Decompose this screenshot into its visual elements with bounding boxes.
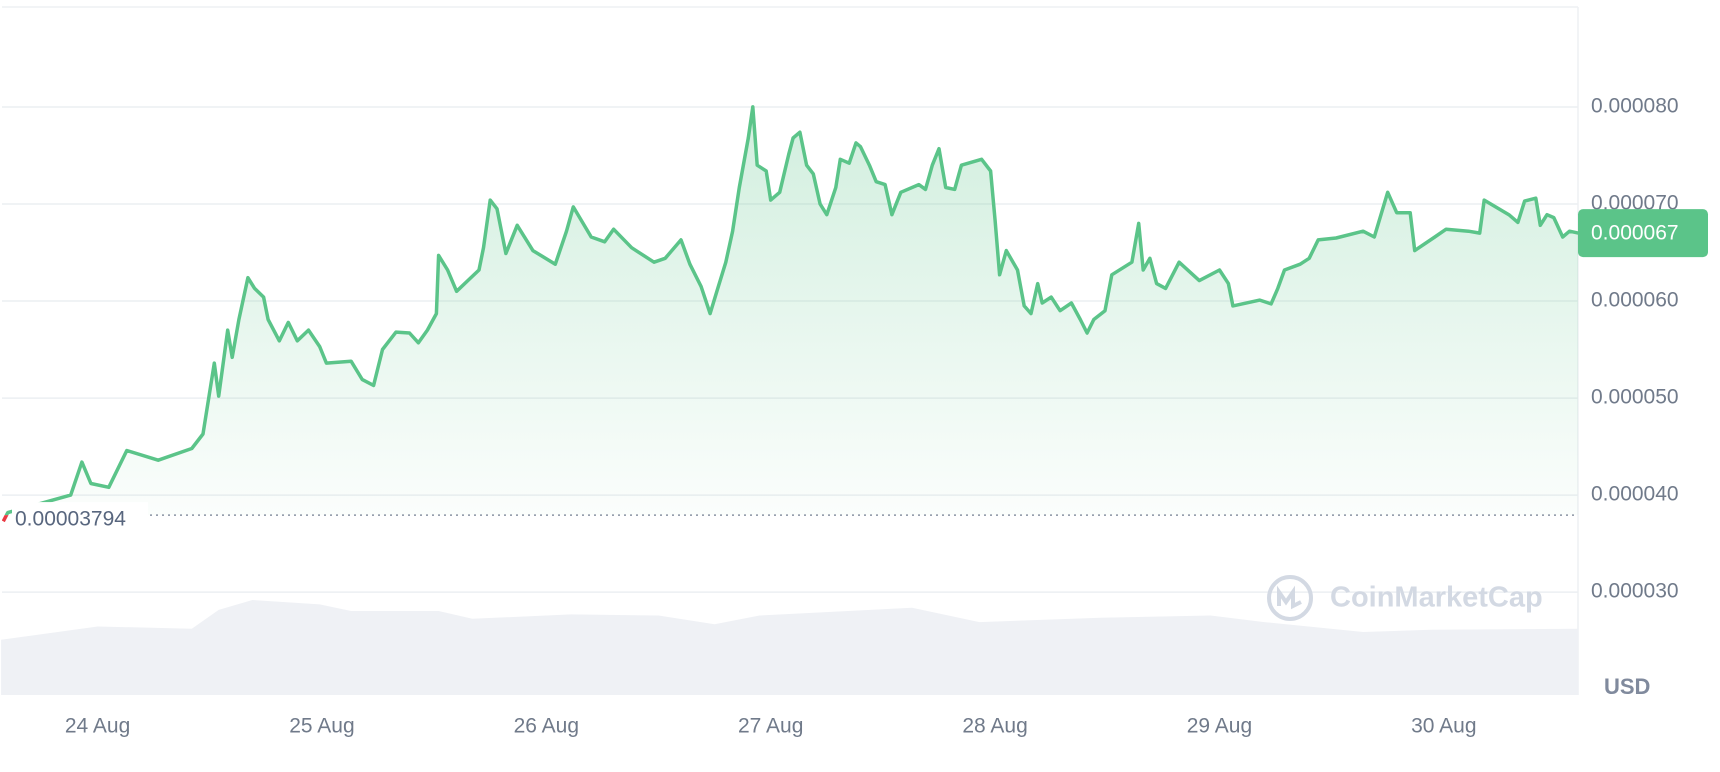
baseline-label-bg xyxy=(12,502,148,529)
y-tick-label: 0.000040 xyxy=(1591,483,1679,506)
watermark-logo xyxy=(1267,575,1313,621)
y-tick-label: 0.000050 xyxy=(1591,386,1679,409)
price-tag xyxy=(1578,209,1708,258)
line-layer xyxy=(2,105,1578,523)
baseline-label: 0.00003794 xyxy=(15,508,126,531)
price-line xyxy=(4,105,1578,516)
x-tick-label: 30 Aug xyxy=(1411,715,1476,738)
x-tick-label: 26 Aug xyxy=(514,715,579,738)
volume-layer: CoinMarketCap xyxy=(1,575,1579,695)
x-tick-label: 27 Aug xyxy=(738,715,803,738)
x-tick-label: 24 Aug xyxy=(65,715,130,738)
y-tick-label: 0.000060 xyxy=(1591,289,1679,312)
x-tick-label: 28 Aug xyxy=(962,715,1027,738)
y-tick-label: 0.000030 xyxy=(1591,580,1679,603)
y-tick-label: 0.000070 xyxy=(1591,192,1679,215)
price-tag-label: 0.000067 xyxy=(1591,222,1679,245)
y-tick-label: 0.000080 xyxy=(1591,94,1679,117)
watermark-text: CoinMarketCap xyxy=(1330,582,1543,614)
x-tick-label: 29 Aug xyxy=(1187,715,1252,738)
x-tick-label: 25 Aug xyxy=(289,715,354,738)
unit-label: USD xyxy=(1604,674,1650,699)
watermark-logo xyxy=(1277,585,1302,610)
label-layer: 0.000030 0.000040 0.000050 0.000060 0.000070… xyxy=(12,94,1708,738)
watermark: CoinMarketCap xyxy=(1267,575,1543,621)
price-area xyxy=(3,106,1578,516)
volume-area xyxy=(1,600,1579,695)
